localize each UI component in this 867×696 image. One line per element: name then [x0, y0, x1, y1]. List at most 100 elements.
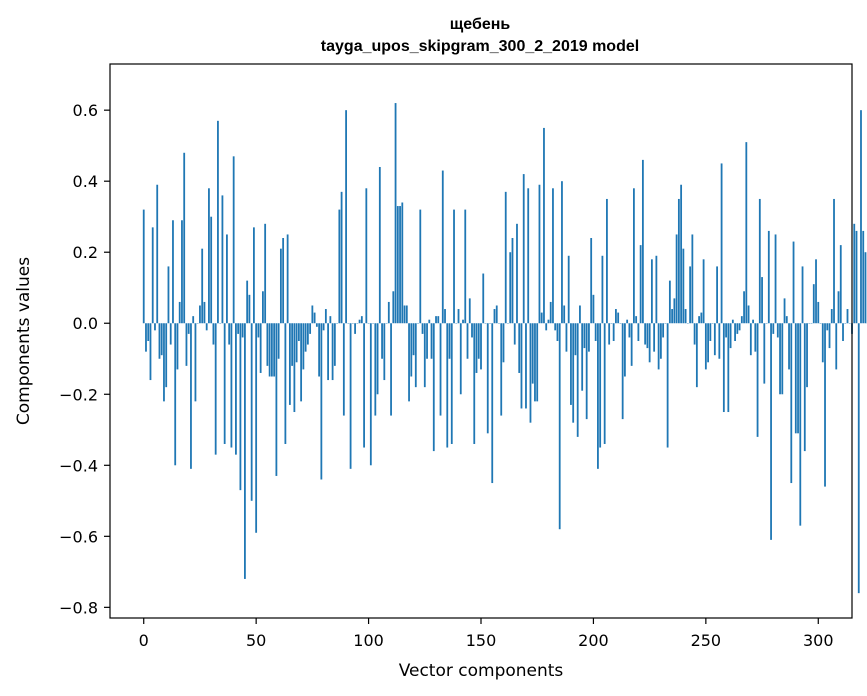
bar-198 — [588, 323, 590, 352]
bar-118 — [408, 323, 410, 402]
bar-150 — [480, 323, 482, 370]
bar-58 — [273, 323, 276, 377]
bar-275 — [761, 277, 763, 324]
bar-92 — [349, 323, 352, 469]
bar-266 — [740, 316, 743, 324]
bar-14 — [174, 323, 177, 466]
bar-8 — [160, 323, 163, 356]
bar-70 — [300, 323, 303, 402]
bar-186 — [561, 181, 563, 324]
bar-25 — [199, 305, 201, 324]
bar-68 — [295, 323, 298, 363]
bar-225 — [648, 323, 651, 363]
bar-13 — [172, 220, 174, 324]
bar-320 — [862, 230, 865, 324]
bar-306 — [830, 309, 833, 324]
bar-274 — [758, 198, 761, 324]
bar-77 — [315, 323, 318, 327]
bar-50 — [255, 323, 258, 533]
bar-64 — [286, 234, 289, 324]
bar-97 — [360, 316, 363, 324]
bar-200 — [592, 294, 595, 324]
bar-231 — [662, 323, 665, 338]
bar-318 — [857, 323, 860, 594]
bar-119 — [410, 323, 413, 377]
bar-206 — [606, 198, 608, 324]
bar-309 — [837, 291, 840, 324]
bar-130 — [435, 316, 437, 324]
bar-98 — [363, 323, 365, 448]
bar-239 — [680, 184, 683, 324]
bar-201 — [594, 323, 597, 341]
bar-88 — [340, 191, 343, 324]
bar-23 — [194, 323, 197, 402]
bar-142 — [462, 319, 464, 324]
y-tick-label: −0.6 — [59, 527, 98, 546]
bar-29 — [208, 188, 210, 324]
bar-256 — [718, 323, 721, 359]
x-tick-label: 200 — [578, 631, 609, 650]
bar-273 — [756, 323, 759, 437]
bar-204 — [601, 255, 604, 324]
bar-43 — [239, 323, 242, 491]
bar-156 — [493, 309, 496, 324]
bars-group — [142, 103, 867, 594]
bar-166 — [516, 223, 518, 324]
bar-101 — [369, 323, 372, 466]
bar-188 — [565, 323, 568, 352]
bar-170 — [525, 323, 527, 409]
bar-12 — [169, 323, 172, 345]
bar-67 — [293, 323, 296, 413]
bar-302 — [821, 323, 824, 363]
bar-304 — [826, 323, 829, 331]
bar-290 — [794, 323, 797, 434]
bar-190 — [570, 323, 572, 405]
bar-189 — [567, 255, 570, 324]
bar-270 — [749, 323, 752, 356]
bar-87 — [338, 209, 341, 324]
bar-125 — [423, 323, 426, 388]
bar-267 — [743, 291, 745, 324]
bar-73 — [306, 323, 309, 345]
bar-246 — [695, 323, 698, 388]
bar-181 — [549, 301, 552, 324]
bar-85 — [333, 323, 336, 366]
bar-183 — [554, 323, 557, 331]
bar-133 — [441, 170, 444, 324]
plot-frame — [109, 63, 853, 619]
bar-53 — [262, 291, 264, 324]
bar-257 — [720, 163, 723, 324]
bar-134 — [444, 309, 446, 324]
bar-78 — [318, 323, 321, 377]
bar-155 — [491, 323, 494, 484]
bar-35 — [221, 195, 224, 324]
bar-44 — [241, 323, 244, 338]
bar-0 — [142, 209, 145, 324]
bar-224 — [646, 323, 649, 349]
bar-299 — [815, 259, 817, 324]
bar-165 — [513, 323, 516, 345]
bar-21 — [190, 323, 192, 469]
bar-106 — [381, 323, 383, 359]
bar-229 — [657, 323, 660, 370]
bar-203 — [599, 323, 602, 448]
bar-264 — [736, 323, 739, 334]
bar-38 — [228, 323, 231, 345]
bar-15 — [176, 323, 179, 370]
y-tick-label: 0.2 — [73, 243, 98, 262]
bar-39 — [230, 323, 233, 448]
bar-99 — [365, 188, 368, 324]
bar-305 — [828, 323, 831, 349]
bar-211 — [617, 312, 620, 324]
bar-241 — [684, 309, 687, 324]
x-tick-label: 0 — [139, 631, 149, 650]
bar-138 — [453, 209, 455, 324]
bar-169 — [522, 174, 525, 324]
bar-66 — [291, 323, 294, 366]
bar-5 — [154, 323, 156, 331]
x-tick-label: 50 — [246, 631, 266, 650]
bar-230 — [659, 323, 662, 359]
bar-160 — [502, 323, 505, 363]
bar-146 — [471, 323, 473, 338]
